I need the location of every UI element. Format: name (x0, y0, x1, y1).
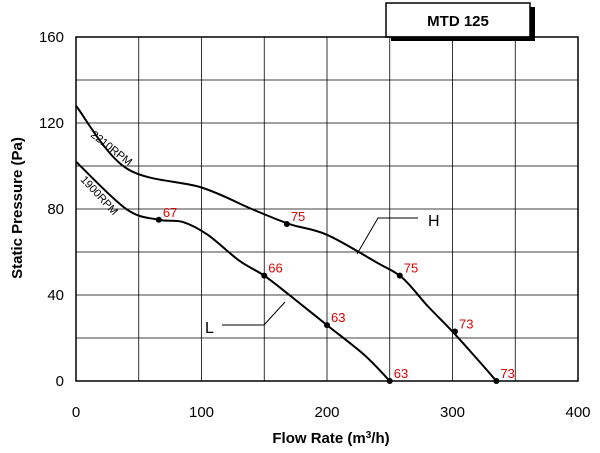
y-tick-label: 80 (47, 201, 64, 218)
y-tick-label: 160 (39, 29, 64, 46)
leader-line (356, 217, 418, 255)
x-tick-label: 0 (72, 404, 80, 421)
point-label: 63 (331, 310, 345, 325)
y-tick-label: 0 (56, 373, 64, 390)
series-name-l: L (205, 320, 214, 337)
marks-layer: 75 75 73 73 2210RPM H 67 66 63 63 1900RPM L (78, 129, 515, 384)
point-label: 66 (268, 261, 282, 276)
x-tick-label: 100 (189, 404, 214, 421)
y-tick-label: 120 (39, 115, 64, 132)
y-axis-title: Static Pressure (Pa) (9, 137, 26, 279)
chart-title: MTD 125 (427, 13, 489, 30)
point-label: 67 (163, 205, 177, 220)
rpm-label-h: 2210RPM (88, 129, 134, 169)
x-axis-title: Flow Rate (m3/h) (272, 430, 389, 448)
point-label: 63 (394, 366, 408, 381)
data-point (261, 272, 268, 279)
rpm-label-l: 1900RPM (78, 174, 120, 218)
y-tick-label: 40 (47, 287, 64, 304)
data-point (493, 378, 500, 384)
point-label: 73 (500, 366, 514, 381)
leader-line (263, 301, 286, 326)
series-name-h: H (428, 213, 440, 230)
point-label: 73 (459, 317, 473, 332)
data-point (452, 328, 459, 335)
point-label: 75 (404, 261, 418, 276)
data-point (283, 221, 290, 228)
data-point (396, 272, 403, 279)
chart-title-box: MTD 125 (385, 2, 535, 41)
data-point (386, 378, 393, 384)
x-tick-label: 400 (565, 404, 590, 421)
series-line-l (75, 160, 391, 382)
x-tick-label: 300 (440, 404, 465, 421)
data-point (155, 216, 162, 223)
plot-frame (75, 36, 579, 382)
data-point (324, 322, 330, 329)
grid: 0 100 200 300 400 0 40 80 120 160 (39, 29, 591, 421)
x-tick-label: 200 (314, 404, 339, 421)
point-label: 75 (291, 209, 305, 224)
